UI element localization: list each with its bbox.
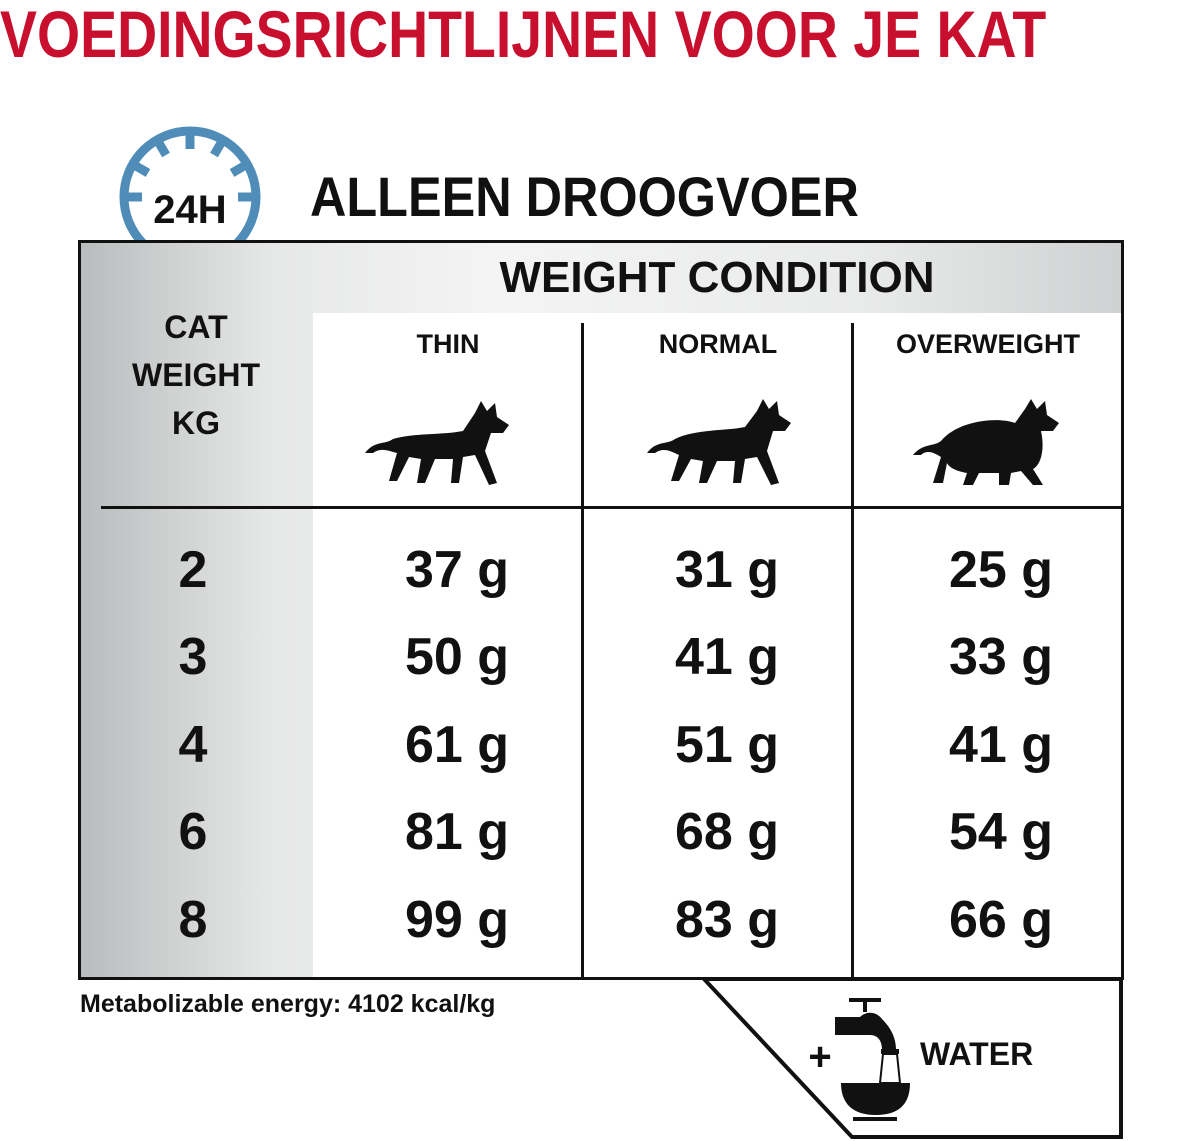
column-header-thin: THIN bbox=[416, 329, 480, 359]
cat-weight: 4 bbox=[178, 716, 208, 774]
clock-icon: 24H bbox=[119, 126, 261, 240]
clock-label: 24H bbox=[153, 188, 226, 232]
cat-weight: 2 bbox=[178, 541, 208, 599]
normal-value: 68 g bbox=[674, 803, 780, 861]
column-header-normal: NORMAL bbox=[658, 329, 778, 359]
column-divider bbox=[581, 323, 584, 977]
subtitle: ALLEEN DROOGVOER bbox=[310, 165, 859, 228]
row-header-line1: CAT bbox=[164, 309, 228, 345]
thin-value: 99 g bbox=[404, 891, 510, 949]
metabolizable-energy-note: Metabolizable energy: 4102 kcal/kg bbox=[80, 990, 496, 1018]
feeding-table: WEIGHT CONDITION CAT WEIGHT KG THIN NORM… bbox=[78, 240, 1124, 980]
cat-weight: 8 bbox=[178, 891, 208, 949]
water-label: WATER bbox=[920, 1036, 1034, 1072]
cat-weight: 3 bbox=[178, 628, 208, 686]
water-box: + bbox=[700, 977, 1123, 1139]
column-divider bbox=[851, 323, 854, 977]
thin-value: 61 g bbox=[404, 716, 510, 774]
normal-cat-icon bbox=[647, 399, 791, 485]
page-title: VOEDINGSRICHTLIJNEN VOOR JE KAT bbox=[0, 0, 1047, 71]
plus-sign: + bbox=[808, 1035, 831, 1079]
water-tap-bowl-icon bbox=[835, 998, 910, 1121]
overweight-value: 54 g bbox=[948, 803, 1054, 861]
overweight-value: 66 g bbox=[948, 891, 1054, 949]
row-header-line3: KG bbox=[172, 405, 220, 441]
column-header-overweight: OVERWEIGHT bbox=[895, 329, 1081, 359]
normal-value: 41 g bbox=[674, 628, 780, 686]
normal-value: 31 g bbox=[674, 541, 780, 599]
header-divider bbox=[101, 506, 1121, 509]
overweight-value: 41 g bbox=[948, 716, 1054, 774]
overweight-cat-icon bbox=[913, 399, 1059, 485]
cat-weight: 6 bbox=[178, 803, 208, 861]
thin-cat-icon bbox=[365, 401, 509, 485]
normal-value: 83 g bbox=[674, 891, 780, 949]
thin-value: 81 g bbox=[404, 803, 510, 861]
overweight-value: 33 g bbox=[948, 628, 1054, 686]
normal-value: 51 g bbox=[674, 716, 780, 774]
overweight-value: 25 g bbox=[948, 541, 1054, 599]
weight-condition-header: WEIGHT CONDITION bbox=[499, 253, 935, 302]
thin-value: 50 g bbox=[404, 628, 510, 686]
row-header-line2: WEIGHT bbox=[132, 357, 260, 393]
thin-value: 37 g bbox=[404, 541, 510, 599]
